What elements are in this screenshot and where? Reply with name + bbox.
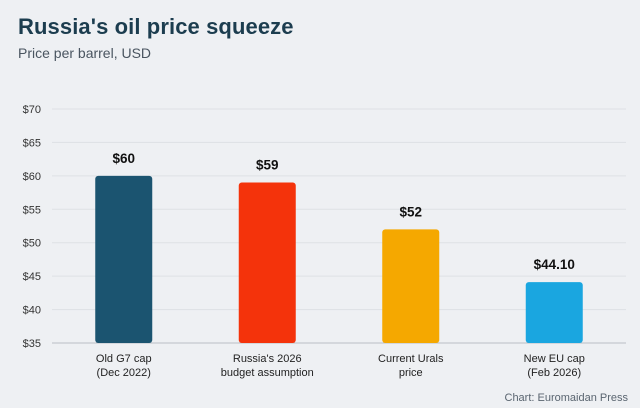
bars <box>95 175 583 343</box>
data-label: $60 <box>112 151 135 166</box>
y-tick-label: $55 <box>23 204 41 216</box>
x-tick-label: Russia's 2026 budget assumption <box>221 353 314 379</box>
y-tick-label: $60 <box>23 171 41 183</box>
y-tick-label: $45 <box>23 271 41 283</box>
y-tick-label: $65 <box>23 137 41 149</box>
chart-subtitle: Price per barrel, USD <box>18 45 152 61</box>
data-label: $44.10 <box>534 257 575 272</box>
bar <box>238 182 296 343</box>
y-tick-label: $70 <box>23 104 41 116</box>
x-tick-label: Current Urals price <box>378 353 444 379</box>
bar <box>382 229 440 343</box>
x-axis: Old G7 cap (Dec 2022) Russia's 2026 budget … <box>96 353 585 379</box>
chart-title: Russia's oil price squeeze <box>18 14 294 39</box>
y-tick-label: $40 <box>23 305 41 317</box>
x-tick-label: New EU cap (Feb 2026) <box>524 353 585 379</box>
data-label: $59 <box>256 158 279 173</box>
y-tick-label: $50 <box>23 238 41 250</box>
bar <box>95 175 153 343</box>
x-tick-label: Old G7 cap (Dec 2022) <box>96 353 152 379</box>
y-axis: $35 $40 $45 $50 $55 $60 $65 $70 <box>23 104 41 350</box>
value-labels: $60 $59 $52 $44.10 <box>112 151 574 272</box>
bar <box>525 282 583 343</box>
data-label: $52 <box>399 204 422 219</box>
y-tick-label: $35 <box>23 338 41 350</box>
chart-source: Chart: Euromaidan Press <box>504 392 629 404</box>
